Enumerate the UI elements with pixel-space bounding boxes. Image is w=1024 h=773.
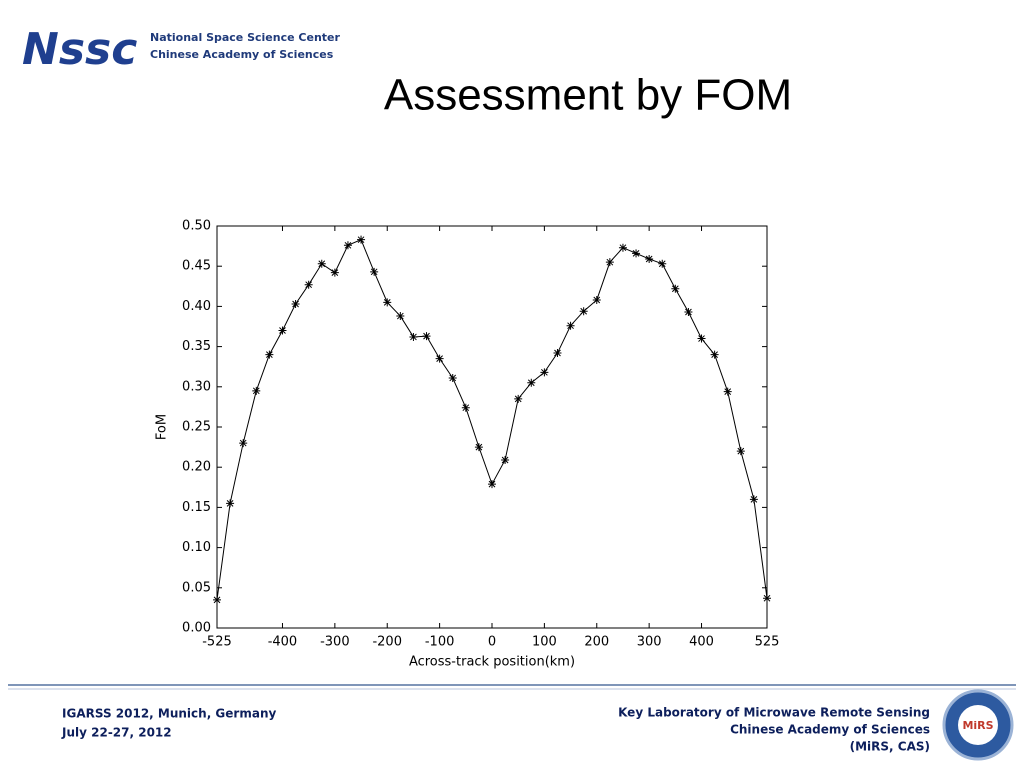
marker [618,243,627,252]
y-tick-label: 0.50 [182,219,211,234]
marker [317,259,326,268]
marker [435,354,444,363]
footer-left: July 22-27, 2012 [61,726,172,740]
marker [304,280,313,289]
marker [736,447,745,456]
y-tick-label: 0.40 [182,299,211,314]
marker [671,284,680,293]
marker [749,495,758,504]
marker [396,312,405,321]
footer-left: IGARSS 2012, Munich, Germany [62,707,276,721]
y-tick-label: 0.35 [182,339,211,354]
marker [605,258,614,267]
marker [213,595,221,604]
x-tick-label: 100 [532,635,557,650]
slide-title: Assessment by FOM [384,71,792,120]
y-tick-label: 0.30 [182,379,211,394]
marker [566,321,575,330]
footer-right: Key Laboratory of Microwave Remote Sensi… [618,706,930,720]
marker [252,386,261,395]
badge-inner [958,705,998,745]
marker [357,235,366,244]
y-tick-label: 0.20 [182,460,211,475]
marker [448,373,457,382]
marker [632,249,641,258]
logo: Nssc [22,24,137,75]
marker [409,332,418,341]
marker [527,378,536,387]
marker [278,326,287,335]
x-tick-label: -200 [372,635,402,650]
y-tick-label: 0.25 [182,420,211,435]
marker [461,403,470,412]
org-line: Chinese Academy of Sciences [150,48,334,61]
marker [540,368,549,377]
marker [239,439,248,448]
marker [501,455,510,464]
x-tick-label: -300 [320,635,350,650]
marker [343,241,352,250]
marker [723,387,732,396]
x-tick-label: 400 [689,635,714,650]
marker [658,259,667,268]
marker [763,594,771,603]
marker [370,267,379,276]
marker [684,308,693,317]
marker [645,254,654,263]
y-axis-label: FoM [155,414,170,440]
y-tick-label: 0.45 [182,259,211,274]
x-tick-label: 525 [755,635,780,650]
marker [330,268,339,277]
marker [422,332,431,341]
marker [383,298,392,307]
x-axis-label: Across-track position(km) [409,655,575,670]
marker [265,350,274,359]
marker [474,443,483,452]
x-tick-label: 300 [637,635,662,650]
y-tick-label: 0.15 [182,500,211,515]
y-tick-label: 0.05 [182,580,211,595]
badge-text: MiRS [962,719,993,732]
x-tick-label: -400 [268,635,298,650]
marker [291,299,300,308]
x-tick-label: -525 [202,635,232,650]
marker [514,394,523,403]
plot-frame [216,225,768,629]
x-tick-label: 0 [488,635,496,650]
marker [710,350,719,359]
footer-right: Chinese Academy of Sciences [730,723,930,737]
marker [553,349,562,358]
x-tick-label: -100 [425,635,455,650]
marker [579,307,588,316]
marker [697,334,706,343]
marker [226,499,235,508]
marker [592,295,601,304]
y-tick-label: 0.10 [182,540,211,555]
org-line: National Space Science Center [150,31,340,44]
x-tick-label: 200 [584,635,609,650]
y-tick-label: 0.00 [182,621,211,636]
marker [488,480,496,489]
footer-right: (MiRS, CAS) [850,740,930,754]
